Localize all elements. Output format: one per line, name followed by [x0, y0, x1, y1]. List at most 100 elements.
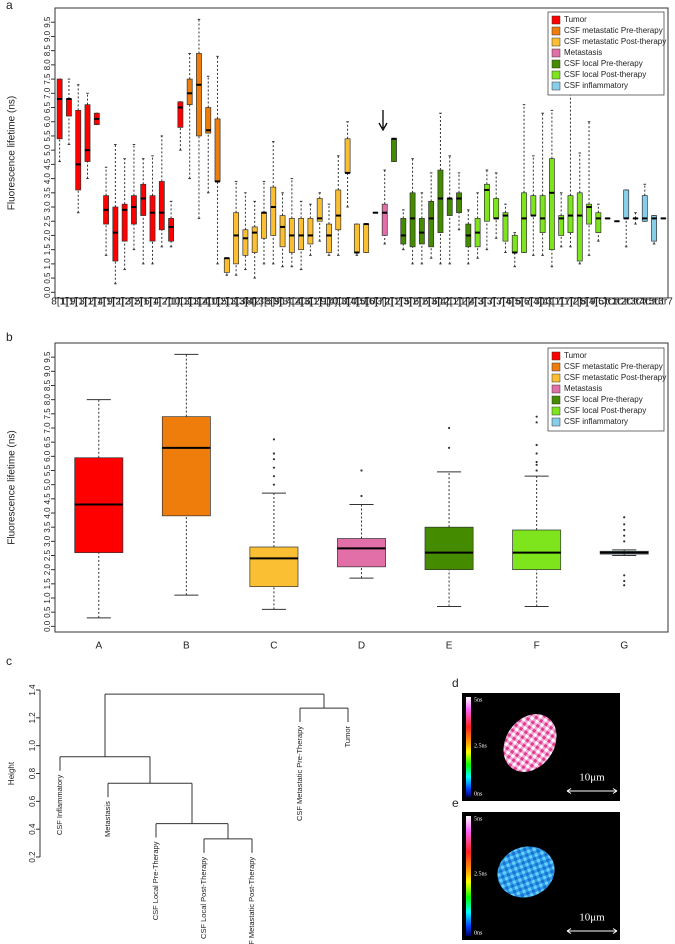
x-tick-label: 17[1] [550, 297, 572, 308]
box [548, 158, 555, 251]
y-tick-label: 9.0 [43, 30, 52, 42]
box [186, 78, 193, 106]
outlier [535, 421, 538, 424]
outlier [535, 463, 538, 466]
y-tick-label: 0.0 [43, 620, 52, 632]
y-tick-label: 0.5 [43, 606, 52, 618]
y-tick-label: 2.0 [43, 564, 52, 576]
y-tick-label: 9.5 [43, 351, 52, 363]
box [502, 212, 509, 242]
x-tick-label: Ctr4 [626, 297, 645, 308]
box [424, 526, 474, 571]
box [196, 53, 202, 137]
box [214, 118, 221, 182]
y-tick-label: 0.0 [43, 286, 52, 298]
box [140, 183, 147, 216]
x-tick-label: 13[5] [253, 297, 275, 308]
x-tick-label: 4[3] [469, 297, 486, 308]
x-tick-label: 8[1] [51, 297, 68, 308]
x-tick-label: 9[3] [274, 297, 291, 308]
box [530, 195, 537, 216]
y-axis-label: Fluorescence lifetime (ns) [7, 96, 18, 210]
x-tick-label: 2[4] [525, 297, 542, 308]
box [270, 186, 277, 236]
outlier [623, 540, 626, 543]
cell [503, 714, 557, 772]
legend-label: CSF inflammatory [564, 81, 628, 90]
box [576, 192, 583, 262]
y-tick-label: 2.5 [43, 549, 52, 561]
y-tick-label: 6.5 [43, 436, 52, 448]
legend-swatch [551, 37, 561, 47]
x-tick-label: 16[1] [299, 297, 321, 308]
outlier [623, 534, 626, 537]
scale-bar [566, 928, 618, 934]
color-bar-label: 2.5ns [474, 871, 488, 877]
legend-swatch [551, 70, 561, 80]
x-tick-label: 3[1] [79, 297, 96, 308]
x-tick-label: 5[1] [135, 297, 152, 308]
outlier [623, 584, 626, 587]
x-tick-label: 3[2] [126, 297, 143, 308]
x-tick-label: 6[5] [506, 297, 523, 308]
legend-swatch [551, 59, 561, 69]
x-tick-label: C [270, 641, 277, 652]
panel-letter: e [452, 796, 459, 810]
box [279, 215, 286, 248]
box [112, 206, 119, 262]
color-bar [466, 816, 471, 936]
x-tick-label: 14[3] [290, 297, 312, 308]
leaf-label: CSF Inflammatory [55, 774, 64, 835]
x-tick-label: 14[1] [197, 297, 219, 308]
x-tick-label: 13[1] [179, 297, 201, 308]
legend-label: CSF local Post-therapy [564, 406, 646, 415]
x-tick-label: Ctr7 [654, 297, 673, 308]
y-tick-label: 1.5 [43, 578, 52, 590]
y-tick-label: 5.5 [43, 464, 52, 476]
outlier [360, 494, 363, 498]
y-tick-label: 8.0 [43, 59, 52, 71]
box [233, 212, 240, 265]
outlier [360, 469, 363, 472]
leaf-label: Metastasis [103, 801, 112, 837]
x-tick-label: 10[3] [327, 297, 349, 308]
legend-label: CSF local Pre-therapy [564, 395, 643, 404]
outlier [535, 443, 538, 447]
y-tick-label: 4.0 [43, 507, 52, 519]
y-tick-label: 8.5 [43, 45, 52, 57]
x-tick-label: 2[3] [395, 297, 412, 308]
legend-swatch [551, 81, 561, 91]
legend-swatch [551, 417, 561, 427]
x-tick-label: 9[5] [590, 297, 607, 308]
outlier [272, 452, 276, 455]
legend-label: CSF metastatic Post-therapy [564, 373, 666, 382]
scale-bar [566, 788, 618, 794]
leaf-label: CSF Local Pre-Therapy [151, 841, 160, 920]
box [391, 138, 397, 162]
x-tick-label: 14[2] [281, 297, 303, 308]
x-tick-label: E [446, 641, 453, 652]
legend-label: CSF metastatic Pre-therapy [564, 362, 663, 371]
outlier [272, 438, 276, 441]
box [400, 218, 407, 245]
box [483, 183, 490, 222]
box [428, 200, 435, 248]
y-tick-label: 9.5 [43, 16, 52, 28]
y-tick-label: 1.0 [43, 258, 52, 270]
y-tick-label: 5.0 [43, 144, 52, 156]
color-bar-label: 0ns [474, 791, 483, 797]
image-panel-d: d 5ns 2.5ns 0ns 10μm [452, 676, 620, 801]
box [121, 203, 128, 242]
x-tick-label: F [534, 641, 540, 652]
outlier [535, 452, 538, 455]
x-tick-label: 8[4] [581, 297, 598, 308]
outlier [272, 483, 276, 486]
box [437, 169, 444, 233]
y-tick-label: 0.4 [28, 823, 37, 835]
x-tick-label: Ctr6 [645, 297, 664, 308]
y-tick-label: 1.5 [43, 244, 52, 256]
scale-bar-label: 10μm [579, 772, 605, 784]
box [84, 104, 91, 162]
box [344, 138, 351, 174]
outlier [272, 466, 276, 469]
